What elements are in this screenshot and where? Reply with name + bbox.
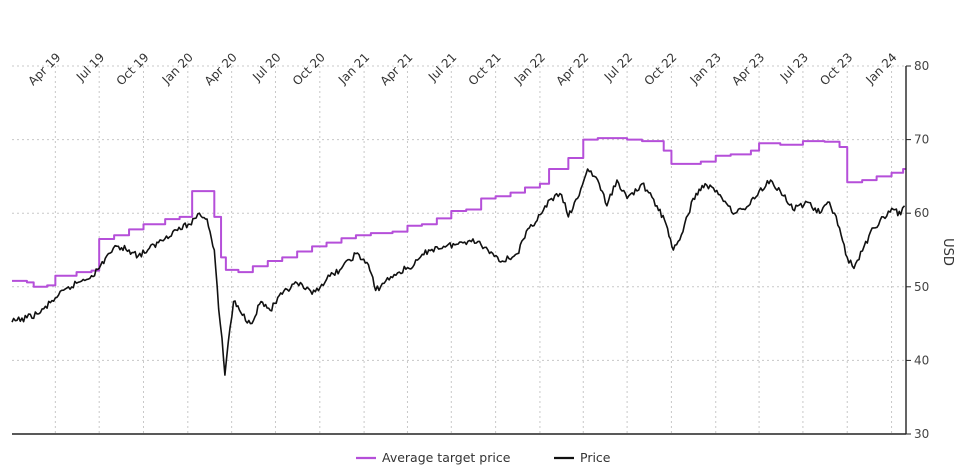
y-tick-label: 80: [914, 59, 929, 73]
series-line-price: [11, 168, 906, 376]
grid: [12, 65, 906, 434]
x-tick-label: Oct 22: [641, 50, 679, 88]
x-tick-label: Apr 22: [553, 50, 591, 88]
y-axis-ticks: 30 40 50 60 70 80: [906, 59, 929, 441]
x-tick-label: Jul 22: [601, 50, 635, 84]
x-tick-label: Jul 20: [249, 50, 283, 84]
y-tick-label: 50: [914, 280, 929, 294]
x-tick-label: Oct 21: [466, 50, 504, 88]
x-tick-label: Jan 24: [862, 50, 899, 87]
x-tick-label: Jan 20: [159, 50, 196, 87]
legend-label: Average target price: [382, 450, 511, 465]
y-tick-label: 60: [914, 206, 929, 220]
legend-label: Price: [580, 450, 611, 465]
series-line-average-target-price: [12, 137, 906, 288]
x-tick-label: Jan 22: [511, 50, 548, 87]
y-tick-label: 70: [914, 133, 929, 147]
x-tick-label: Apr 19: [25, 50, 63, 88]
y-tick-label: 30: [914, 427, 929, 441]
series-group: [11, 137, 906, 376]
x-tick-label: Oct 19: [114, 50, 152, 88]
y-tick-label: 40: [914, 353, 929, 367]
x-tick-label: Jan 23: [687, 50, 724, 87]
x-tick-label: Apr 23: [729, 50, 767, 88]
x-tick-label: Jul 23: [777, 50, 811, 84]
y-axis-title: USD: [940, 238, 955, 266]
x-tick-label: Apr 21: [378, 50, 416, 88]
x-tick-label: Oct 20: [290, 50, 328, 88]
x-tick-label: Jul 21: [425, 50, 459, 84]
x-tick-label: Oct 23: [817, 50, 855, 88]
legend: Average target price Price: [356, 450, 611, 465]
x-tick-label: Apr 20: [202, 50, 240, 88]
x-axis-ticks: Apr 19 Jul 19 Oct 19 Jan 20 Apr 20 Jul 20 Oct …: [25, 50, 899, 88]
x-tick-label: Jan 21: [335, 50, 372, 87]
x-tick-label: Jul 19: [73, 50, 107, 84]
